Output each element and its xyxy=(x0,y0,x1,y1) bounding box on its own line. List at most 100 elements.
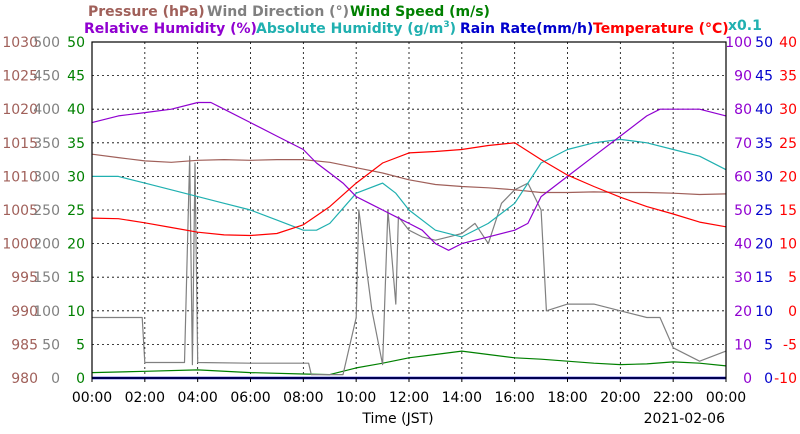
x-tick-label: 10:00 xyxy=(336,390,376,406)
wind_direction-tick: 250 xyxy=(33,203,60,219)
series-line xyxy=(92,155,727,376)
legend-item: Wind Speed (m/s) xyxy=(350,4,490,20)
wind_speed-tick: 10 xyxy=(67,304,85,320)
legend-item: Wind Direction (°) xyxy=(207,4,349,20)
wind_speed-tick: 0 xyxy=(76,371,85,387)
wind_direction-tick: 500 xyxy=(33,35,60,51)
x-tick-label: 08:00 xyxy=(283,390,323,406)
x-tick-label: 00:00 xyxy=(706,390,746,406)
temperature-tick: 25 xyxy=(779,136,797,152)
x-tick-label: 02:00 xyxy=(125,390,165,406)
temperature-tick: 35 xyxy=(779,69,797,85)
wind_speed-tick: 25 xyxy=(67,203,85,219)
rain_rate-tick: 30 xyxy=(755,169,773,185)
wind_direction-tick: 0 xyxy=(51,371,60,387)
wind_direction-tick: 50 xyxy=(42,337,60,353)
x-tick-label: 12:00 xyxy=(389,390,429,406)
legend-item: Rain Rate(mm/h) xyxy=(460,21,593,37)
temperature-tick: 30 xyxy=(779,102,797,118)
wind_direction-tick: 200 xyxy=(33,237,60,253)
humidity-tick: 0 xyxy=(743,371,752,387)
pressure-tick: 1030 xyxy=(2,35,38,51)
humidity-tick: 100 xyxy=(725,35,752,51)
series-line xyxy=(91,350,727,376)
humidity-tick: 50 xyxy=(734,203,752,219)
pressure-tick: 1010 xyxy=(2,169,38,185)
temperature-tick: 0 xyxy=(788,304,797,320)
temperature-tick: 20 xyxy=(779,169,797,185)
wind_speed-tick: 5 xyxy=(76,337,85,353)
rain_rate-tick: 5 xyxy=(764,337,773,353)
temperature-tick: 5 xyxy=(788,270,797,286)
rain_rate-tick: 25 xyxy=(755,203,773,219)
pressure-tick: 990 xyxy=(11,304,38,320)
wind_speed-tick: 35 xyxy=(67,136,85,152)
x-tick-label: 00:00 xyxy=(72,390,112,406)
wind_speed-tick: 45 xyxy=(67,69,85,85)
rain_rate-tick: 40 xyxy=(755,102,773,118)
pressure-tick: 985 xyxy=(11,337,38,353)
pressure-tick: 995 xyxy=(11,270,38,286)
pressure-tick: 1015 xyxy=(2,136,38,152)
x-tick-label: 06:00 xyxy=(230,390,270,406)
legend-item: Relative Humidity (%) xyxy=(84,21,257,37)
temperature-tick: -5 xyxy=(783,337,797,353)
pressure-tick: 980 xyxy=(11,371,38,387)
rain_rate-tick: 0 xyxy=(764,371,773,387)
wind_direction-tick: 150 xyxy=(33,270,60,286)
rain_rate-tick: 10 xyxy=(755,304,773,320)
x-tick-label: 22:00 xyxy=(653,390,693,406)
humidity-tick: 20 xyxy=(734,304,752,320)
x-tick-label: 16:00 xyxy=(494,390,534,406)
rain_rate-tick: 20 xyxy=(755,237,773,253)
left-axes: 1030102510201015101010051000995990985980… xyxy=(2,35,85,387)
pressure-tick: 1020 xyxy=(2,102,38,118)
humidity-tick: 80 xyxy=(734,102,752,118)
right-axes: 1009080706050403020100504540353025201510… xyxy=(725,35,797,387)
humidity-tick: 60 xyxy=(734,169,752,185)
humidity-tick: 10 xyxy=(734,337,752,353)
date-label: 2021-02-06 xyxy=(644,411,725,427)
wind_speed-tick: 15 xyxy=(67,270,85,286)
temperature-tick: -10 xyxy=(774,371,797,387)
temperature-tick: 10 xyxy=(779,237,797,253)
humidity-tick: 40 xyxy=(734,237,752,253)
pressure-tick: 1025 xyxy=(2,69,38,85)
x-tick-label: 14:00 xyxy=(442,390,482,406)
legend-item: Temperature (°C) xyxy=(593,21,729,37)
pressure-tick: 1005 xyxy=(2,203,38,219)
humidity-tick: 30 xyxy=(734,270,752,286)
x-tick-label: 20:00 xyxy=(600,390,640,406)
rain_rate-tick: 50 xyxy=(755,35,773,51)
temperature-tick: 15 xyxy=(779,203,797,219)
wind_direction-tick: 300 xyxy=(33,169,60,185)
legend-item: Absolute Humidity (g/m3) xyxy=(256,20,456,37)
humidity-tick: 70 xyxy=(734,136,752,152)
x-axis-label: Time (JST) xyxy=(361,411,433,427)
rain_rate-tick: 45 xyxy=(755,69,773,85)
series-line xyxy=(91,101,727,251)
series-line xyxy=(91,142,727,237)
wind_speed-tick: 30 xyxy=(67,169,85,185)
wind_direction-tick: 350 xyxy=(33,136,60,152)
series-line xyxy=(92,138,727,238)
temperature-tick: 40 xyxy=(779,35,797,51)
humidity-tick: 90 xyxy=(734,69,752,85)
rain_rate-tick: 15 xyxy=(755,270,773,286)
series-line xyxy=(91,153,727,196)
rain_rate-tick: 35 xyxy=(755,136,773,152)
wind_speed-tick: 50 xyxy=(67,35,85,51)
x-tick-label: 04:00 xyxy=(177,390,217,406)
factor-label: x0.1 xyxy=(728,18,762,34)
legend-item: Pressure (hPa) xyxy=(88,4,205,20)
pressure-tick: 1000 xyxy=(2,237,38,253)
wind_speed-tick: 40 xyxy=(67,102,85,118)
plot-grid xyxy=(92,42,726,378)
wind_direction-tick: 100 xyxy=(33,304,60,320)
legend: Pressure (hPa) Wind Direction (°) Wind Spe… xyxy=(84,4,762,37)
x-axis: 00:00 02:00 04:00 06:00 08:00 10:00 12:00 14:00… xyxy=(72,378,746,406)
x-tick-label: 18:00 xyxy=(547,390,587,406)
wind_speed-tick: 20 xyxy=(67,237,85,253)
wind_direction-tick: 450 xyxy=(33,69,60,85)
